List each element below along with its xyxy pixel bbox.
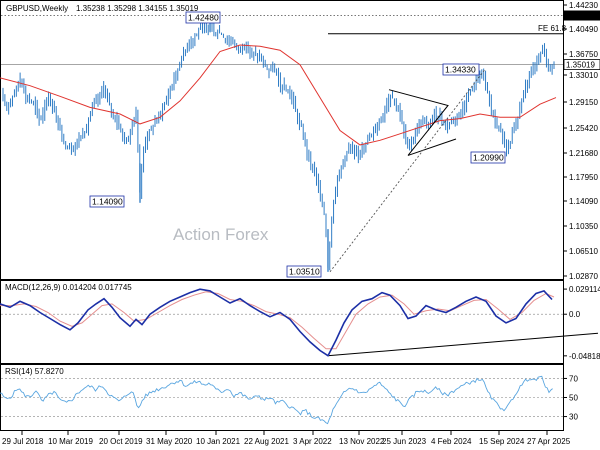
price-y-tick-label: 1.36750 (569, 50, 598, 59)
x-tick-label: 13 Nov 2022 (339, 437, 385, 446)
last-price-label: 1.35019 (566, 61, 595, 70)
rsi-header: RSI(14) 57.8270 (5, 367, 64, 376)
x-tick-label: 31 May 2020 (146, 437, 193, 446)
price-header-ohlc: 1.35238 1.35298 1.34155 1.35019 (76, 4, 199, 13)
moving-average-line (0, 44, 557, 146)
price-y-tick-label: 1.44230 (569, 1, 598, 10)
rsi-y-tick-label: 50 (569, 394, 578, 403)
price-annotation-box (185, 11, 221, 24)
price-y-tick-label: 1.29150 (569, 98, 598, 107)
price-y-tick-label: 1.25420 (569, 124, 598, 133)
price-header-symbol: GBPUSD,Weekly (6, 4, 68, 13)
last-price-box (563, 59, 600, 70)
x-tick-label: 15 Sep 2024 (479, 437, 525, 446)
price-annotation-box (442, 63, 480, 76)
x-tick-label: 4 Feb 2024 (431, 437, 472, 446)
price-y-tick-label: 1.21680 (569, 149, 598, 158)
price-y-tick-label: 1.40490 (569, 25, 598, 34)
x-tick-label: 3 Apr 2022 (293, 437, 332, 446)
macd-y-tick-label: 0.0 (569, 310, 581, 319)
macd-trend-line (328, 332, 599, 357)
support-trend-line (329, 69, 486, 273)
price-y-tick-label: 1.06510 (569, 247, 598, 256)
level-label: 1.42480 (566, 12, 595, 21)
macd-line (0, 288, 553, 357)
price-pane (0, 0, 564, 280)
fe-level-label: FE 61.8 (538, 24, 567, 33)
price-y-tick-label: 1.33010 (569, 71, 598, 80)
price-annotation-label: 1.14090 (92, 197, 123, 207)
price-layer: FE 61.8 1.42480 1.14090 1.03510 1.34330 1.209… (0, 11, 567, 278)
rsi-y-tick-label: 70 (569, 374, 578, 383)
price-y-tick-label: 1.14090 (569, 197, 598, 206)
x-tick-label: 10 Jan 2021 (196, 437, 241, 446)
price-annotation-label: 1.03510 (289, 267, 320, 277)
watermark: Action Forex (173, 225, 269, 244)
x-tick-label: 22 Aug 2021 (244, 437, 289, 446)
rsi-layer (0, 375, 563, 425)
rsi-line (0, 375, 553, 425)
triangle-pattern (388, 89, 449, 156)
price-annotation-box (470, 151, 506, 164)
price-annotation-box (286, 265, 322, 278)
macd-y-tick-label: 0.029114 (569, 285, 600, 294)
price-annotation-box (89, 195, 125, 208)
macd-layer (0, 288, 599, 357)
x-tick-label: 10 Mar 2019 (48, 437, 93, 446)
x-tick-label: 25 Jun 2023 (382, 437, 427, 446)
x-tick-label: 20 Oct 2019 (99, 437, 143, 446)
price-y-tick-label: 1.02870 (569, 272, 598, 281)
price-annotation-label: 1.34330 (445, 65, 476, 75)
price-annotation-label: 1.42480 (188, 13, 219, 23)
x-tick-label: 27 Apr 2025 (527, 437, 571, 446)
macd-pane (0, 280, 564, 364)
macd-y-tick-label: -0.048189 (569, 352, 600, 361)
price-y-tick-label: 1.10350 (569, 222, 598, 231)
price-annotation-label: 1.20990 (473, 153, 504, 163)
x-tick-label: 29 Jul 2018 (2, 437, 44, 446)
rsi-y-tick-label: 30 (569, 413, 578, 422)
triangle-lower-edge (407, 138, 457, 156)
macd-header: MACD(12,26,9) 0.014204 0.017745 (5, 283, 132, 292)
price-y-tick-label: 1.17950 (569, 173, 598, 182)
level-label-box (564, 10, 600, 21)
